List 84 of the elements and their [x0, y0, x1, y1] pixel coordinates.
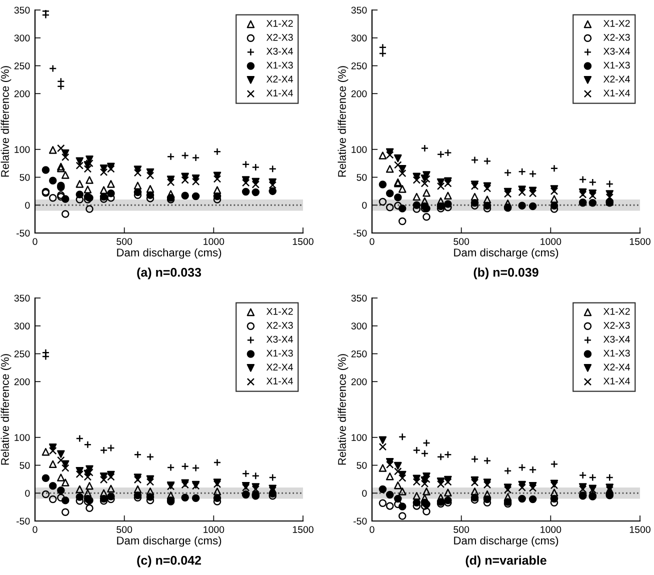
legend-label: X2-X3: [266, 322, 293, 329]
legend-label: X1-X4: [603, 90, 630, 96]
legend-label: X1-X2: [603, 20, 630, 27]
x-tick-label: 1500: [630, 526, 650, 533]
y-tick-label: 200: [14, 378, 30, 386]
x-tick-label: 0: [32, 526, 38, 533]
y-tick-label: 0: [25, 490, 30, 497]
text: (d) n=variable: [466, 556, 546, 568]
text: (c) n=0.042: [137, 556, 201, 568]
y-tick-label: 100: [352, 434, 367, 441]
legend-label: X1-X2: [603, 308, 630, 315]
y-axis-title: Relative difference (%): [338, 354, 348, 465]
legend-label: X1-X4: [266, 90, 293, 96]
legend-label: X3-X4: [266, 48, 293, 55]
y-tick-label: 50: [20, 462, 30, 469]
y-tick-label: -50: [354, 518, 367, 525]
y-tick-label: 300: [14, 322, 30, 330]
legend-label: X1-X3: [266, 350, 293, 357]
text: (a) n=0.033: [137, 268, 202, 280]
y-tick-label: 350: [351, 6, 367, 14]
x-tick-label: 1000: [540, 526, 562, 533]
legend-label: X2-X4: [266, 364, 293, 370]
legend-label: X1-X2: [266, 308, 293, 315]
legend-label: X2-X4: [603, 364, 630, 370]
y-tick-label: 300: [14, 34, 30, 42]
y-tick-label: 0: [362, 202, 367, 209]
legend-label: X1-X3: [603, 350, 630, 357]
legend-label: X2-X3: [603, 34, 630, 41]
y-tick-label: 100: [14, 146, 30, 153]
y-tick-label: -50: [354, 230, 367, 237]
y-tick-label: 300: [351, 322, 367, 330]
y-tick-label: 350: [351, 294, 367, 302]
x-tick-label: 0: [32, 238, 38, 245]
y-tick-label: 300: [351, 34, 367, 42]
x-axis-title: Dam discharge (cms): [454, 536, 558, 547]
legend-label: X2-X4: [603, 76, 630, 82]
legend-label: X1-X2: [266, 20, 293, 27]
y-tick-label: -50: [16, 230, 30, 237]
legend-label: X3-X4: [266, 336, 293, 343]
x-tick-label: 500: [454, 238, 470, 245]
x-tick-label: 500: [116, 238, 132, 245]
y-tick-label: 250: [351, 350, 367, 358]
y-tick-label: 0: [362, 490, 367, 497]
y-tick-label: 50: [356, 462, 367, 469]
legend-label: X1-X4: [603, 378, 630, 384]
y-tick-label: 0: [25, 202, 30, 209]
x-axis-title: Dam discharge (cms): [454, 248, 558, 259]
y-tick-label: 350: [14, 6, 30, 14]
legend-label: X1-X3: [603, 62, 630, 69]
x-tick-label: 500: [454, 526, 470, 533]
x-tick-label: 1500: [292, 526, 314, 533]
legend-label: X1-X4: [266, 378, 293, 384]
legend-label: X2-X3: [266, 34, 293, 41]
x-axis-title: Dam discharge (cms): [117, 248, 222, 259]
y-tick-label: 200: [14, 90, 30, 98]
y-tick-label: 100: [352, 146, 367, 153]
y-axis-title: Relative difference (%): [0, 66, 12, 177]
y-tick-label: 250: [14, 350, 30, 358]
x-tick-label: 1000: [204, 526, 224, 533]
y-tick-label: -50: [16, 518, 30, 525]
y-tick-label: 50: [20, 174, 30, 181]
y-tick-label: 100: [14, 434, 30, 441]
legend-label: X2-X4: [266, 76, 293, 82]
legend-label: X1-X3: [266, 62, 293, 69]
y-tick-label: 250: [351, 62, 367, 70]
x-tick-label: 500: [116, 526, 132, 533]
x-tick-label: 0: [370, 238, 374, 245]
y-tick-label: 250: [14, 62, 30, 70]
x-axis-title: Dam discharge (cms): [117, 536, 222, 547]
x-tick-label: 1000: [540, 238, 562, 245]
x-tick-label: 1000: [204, 238, 224, 245]
y-tick-label: 200: [351, 90, 367, 98]
y-tick-label: 50: [356, 174, 367, 181]
x-tick-label: 0: [370, 526, 374, 533]
text: (b) n=0.039: [474, 268, 538, 280]
y-axis-title: Relative difference (%): [0, 354, 12, 465]
legend-label: X3-X4: [603, 336, 630, 343]
y-tick-label: 350: [14, 294, 30, 302]
x-tick-label: 1500: [292, 238, 314, 245]
y-tick-label: 200: [351, 378, 367, 386]
x-tick-label: 1500: [630, 238, 650, 245]
legend-label: X2-X3: [603, 322, 630, 329]
legend-label: X3-X4: [603, 48, 630, 55]
y-axis-title: Relative difference (%): [338, 66, 348, 177]
